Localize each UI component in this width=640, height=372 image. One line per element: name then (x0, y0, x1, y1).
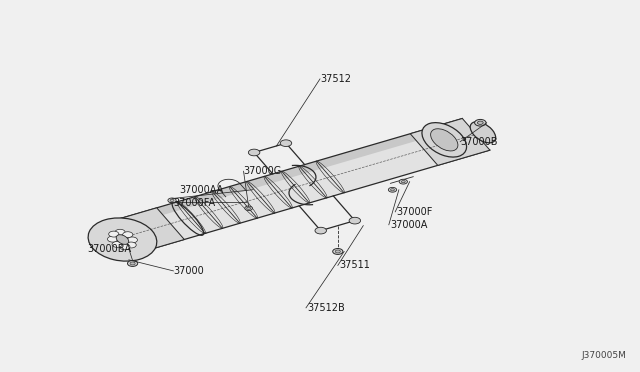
Polygon shape (115, 208, 184, 252)
Ellipse shape (475, 119, 486, 126)
Text: 37000F: 37000F (396, 207, 433, 217)
Text: 37512: 37512 (320, 74, 351, 84)
Ellipse shape (244, 206, 252, 211)
Text: 37000FA: 37000FA (173, 198, 216, 208)
Circle shape (126, 242, 136, 248)
Ellipse shape (116, 235, 129, 244)
Circle shape (315, 227, 326, 234)
Polygon shape (410, 119, 490, 166)
Ellipse shape (246, 207, 250, 209)
Circle shape (112, 241, 122, 247)
Text: 37000A: 37000A (390, 220, 428, 230)
Text: 37511: 37511 (339, 260, 370, 270)
Ellipse shape (127, 260, 138, 266)
Text: 37000B: 37000B (460, 137, 498, 147)
Text: 37000: 37000 (173, 266, 204, 276)
Polygon shape (115, 119, 490, 252)
Circle shape (120, 244, 130, 250)
Circle shape (109, 231, 119, 237)
Text: 37512B: 37512B (307, 303, 345, 313)
Polygon shape (115, 119, 468, 227)
Ellipse shape (333, 248, 343, 254)
Ellipse shape (401, 180, 405, 183)
Circle shape (280, 140, 292, 147)
Ellipse shape (388, 187, 397, 192)
Circle shape (115, 229, 125, 235)
Ellipse shape (399, 179, 408, 184)
Text: 37000BA: 37000BA (88, 244, 132, 254)
Text: 37000G: 37000G (244, 166, 282, 176)
Ellipse shape (88, 218, 157, 261)
Ellipse shape (168, 198, 176, 203)
Ellipse shape (390, 189, 394, 191)
Ellipse shape (170, 199, 174, 202)
Ellipse shape (477, 121, 483, 124)
Text: 37000AA: 37000AA (180, 185, 224, 195)
Ellipse shape (335, 250, 340, 253)
Circle shape (349, 217, 360, 224)
Circle shape (108, 236, 118, 242)
Circle shape (123, 232, 133, 238)
Ellipse shape (422, 123, 467, 157)
Circle shape (127, 237, 138, 243)
Ellipse shape (470, 122, 495, 143)
Text: J370005M: J370005M (581, 350, 626, 359)
Ellipse shape (130, 262, 135, 265)
Ellipse shape (431, 129, 458, 151)
Circle shape (248, 149, 260, 156)
